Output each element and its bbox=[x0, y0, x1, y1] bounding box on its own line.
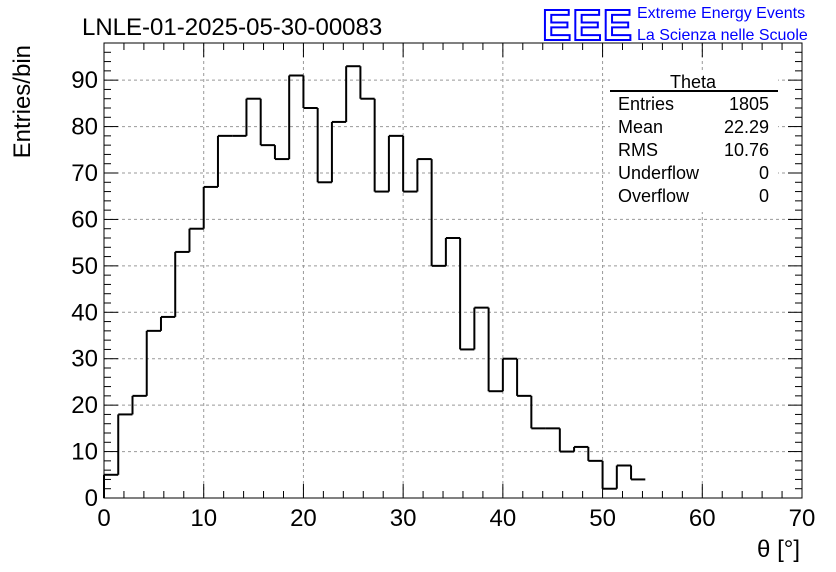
y-tick-label: 40 bbox=[71, 299, 98, 326]
y-tick-label: 0 bbox=[85, 485, 98, 512]
x-tick-label: 10 bbox=[190, 505, 217, 532]
tick-labels: 0 10 20 30 40 50 60 70 0 10 20 30 40 50 60 70 80 90 bbox=[71, 67, 815, 532]
histogram-bin bbox=[145, 329, 161, 396]
y-tick-label: 30 bbox=[71, 346, 98, 373]
x-axis-label: θ [°] bbox=[757, 536, 800, 563]
histogram-bin bbox=[316, 108, 332, 184]
histogram-bin bbox=[103, 473, 119, 498]
histogram-bin bbox=[216, 134, 233, 187]
y-tick-label: 70 bbox=[71, 160, 98, 187]
histogram-bin bbox=[245, 97, 261, 136]
histogram-bin bbox=[330, 120, 347, 183]
x-tick-label: 60 bbox=[689, 505, 716, 532]
histogram-bin bbox=[630, 465, 646, 481]
histogram-bin bbox=[117, 413, 133, 475]
histogram-bin bbox=[430, 159, 446, 267]
y-tick-label: 50 bbox=[71, 253, 98, 280]
histogram-bin bbox=[273, 145, 290, 161]
histogram-bin bbox=[487, 307, 503, 393]
y-tick-label: 20 bbox=[71, 392, 98, 419]
histogram-bin bbox=[387, 134, 404, 192]
y-tick-label: 10 bbox=[71, 439, 98, 466]
histogram-bin bbox=[159, 315, 176, 331]
stats-row-value: 10.76 bbox=[724, 140, 769, 160]
x-tick-label: 0 bbox=[97, 505, 110, 532]
histogram-bin bbox=[202, 185, 218, 229]
stats-row: Underflow 0 bbox=[618, 163, 769, 183]
histogram-bin bbox=[444, 237, 461, 266]
histogram-bin bbox=[558, 428, 575, 453]
plot-area-border bbox=[103, 42, 803, 499]
histogram-bin bbox=[345, 65, 361, 122]
axis-ticks bbox=[103, 42, 803, 499]
x-tick-label: 70 bbox=[789, 505, 816, 532]
y-axis-label: Entries/bin bbox=[9, 45, 36, 158]
x-tick-label: 50 bbox=[589, 505, 616, 532]
histogram-bin bbox=[573, 445, 589, 452]
x-tick-label: 20 bbox=[290, 505, 317, 532]
stats-box-background bbox=[610, 72, 778, 212]
histogram-bin bbox=[473, 306, 489, 350]
histogram-bin bbox=[131, 394, 147, 415]
x-tick-label: 30 bbox=[390, 505, 417, 532]
histogram-bin bbox=[188, 227, 204, 252]
y-tick-label: 80 bbox=[71, 114, 98, 141]
histogram-bin bbox=[359, 66, 375, 100]
brand-line-2: La Scienza nelle Scuole bbox=[637, 27, 808, 44]
stats-row-label: RMS bbox=[618, 140, 658, 160]
stats-row-value: 0 bbox=[759, 163, 769, 183]
histogram-series bbox=[103, 65, 646, 498]
x-tick-label: 40 bbox=[490, 505, 517, 532]
stats-row: RMS 10.76 bbox=[618, 140, 769, 160]
y-tick-label: 90 bbox=[71, 67, 98, 94]
stats-box-title: Theta bbox=[670, 72, 717, 92]
histogram-bin bbox=[302, 75, 318, 109]
plot-frame bbox=[103, 42, 803, 499]
histogram-bin bbox=[259, 98, 275, 147]
histogram-bin bbox=[174, 250, 190, 317]
histogram-bin bbox=[459, 238, 475, 351]
histogram-bin bbox=[373, 98, 389, 193]
stats-row-value: 1805 bbox=[729, 94, 769, 114]
y-tick-label: 60 bbox=[71, 206, 98, 233]
histogram-bin bbox=[501, 357, 518, 392]
stats-row-label: Overflow bbox=[618, 186, 690, 206]
histogram-bin bbox=[615, 464, 632, 489]
histogram-bin bbox=[402, 135, 418, 193]
chart-title: LNLE-01-2025-05-30-00083 bbox=[82, 14, 382, 41]
stats-box: Theta Entries 1805 Mean 22.29 RMS 10.76 Underf… bbox=[610, 72, 778, 212]
stats-row-label: Underflow bbox=[618, 163, 700, 183]
stats-row-label: Entries bbox=[618, 94, 674, 114]
stats-row: Overflow 0 bbox=[618, 186, 769, 206]
stats-row-value: 0 bbox=[759, 186, 769, 206]
histogram-bin bbox=[587, 446, 603, 462]
stats-row-label: Mean bbox=[618, 117, 663, 137]
grid-lines bbox=[104, 43, 802, 498]
brand-line-1: Extreme Energy Events bbox=[637, 5, 805, 22]
histogram-bin bbox=[530, 395, 546, 430]
histogram-bin bbox=[416, 158, 432, 192]
stats-row-value: 22.29 bbox=[724, 117, 769, 137]
histogram-bin bbox=[516, 358, 532, 397]
stats-row: Mean 22.29 bbox=[618, 117, 769, 137]
stats-row: Entries 1805 bbox=[618, 94, 769, 114]
histogram-bin bbox=[601, 460, 617, 490]
histogram-bin bbox=[288, 74, 304, 160]
